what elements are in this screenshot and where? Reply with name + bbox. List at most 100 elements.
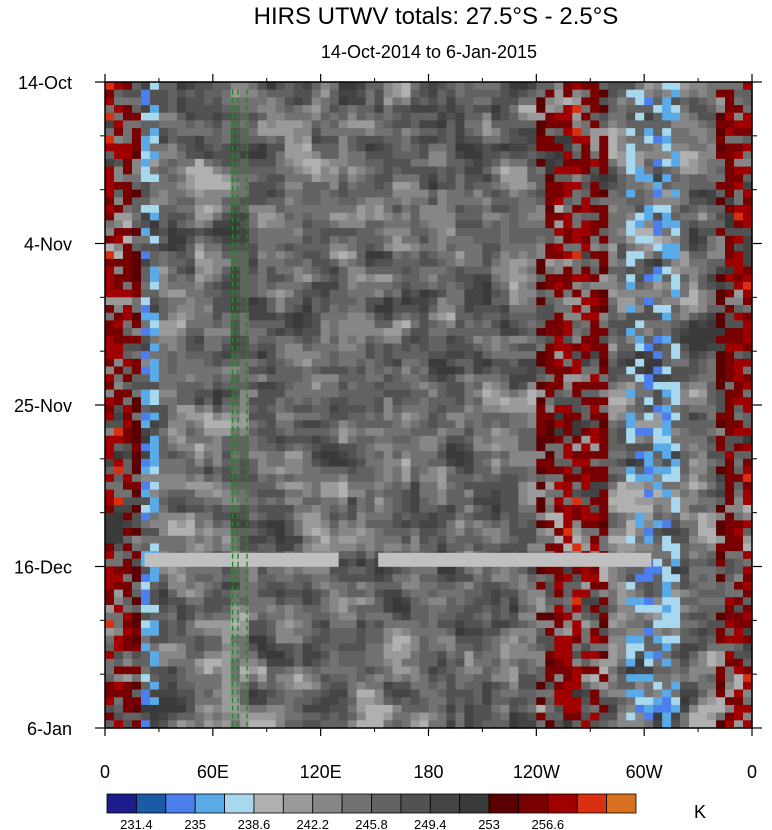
- field-cell: [365, 320, 376, 329]
- field-cell: [626, 158, 636, 168]
- field-cell: [374, 512, 385, 521]
- field-cell: [653, 166, 663, 175]
- field-cell: [608, 158, 618, 168]
- field-cell: [239, 381, 250, 391]
- field-cell: [203, 143, 214, 152]
- field-cell: [491, 82, 501, 91]
- field-cell: [383, 220, 394, 229]
- field-cell: [230, 405, 241, 414]
- field-cell: [446, 143, 457, 152]
- field-cell: [608, 243, 618, 252]
- field-cell: [302, 251, 313, 260]
- field-cell: [140, 405, 151, 414]
- field-cell: [527, 435, 537, 445]
- field-cell: [383, 351, 394, 360]
- field-cell: [527, 135, 537, 145]
- field-cell: [437, 420, 448, 429]
- field-cell: [653, 174, 663, 183]
- field-cell: [554, 405, 564, 414]
- field-cell: [734, 181, 744, 191]
- field-cell: [536, 97, 546, 106]
- field-cell: [131, 474, 142, 483]
- field-cell: [536, 258, 546, 268]
- field-cell: [149, 151, 160, 160]
- field-cell: [671, 389, 681, 398]
- field-cell: [194, 481, 205, 491]
- field-cell: [536, 381, 546, 391]
- field-cell: [266, 320, 277, 329]
- field-cell: [392, 212, 403, 222]
- field-cell: [239, 289, 250, 298]
- field-cell: [464, 181, 475, 191]
- field-cell: [320, 497, 331, 506]
- field-cell: [500, 358, 510, 368]
- field-cell: [644, 97, 654, 106]
- field-cell: [437, 274, 448, 283]
- field-cell: [446, 235, 457, 245]
- field-cell: [311, 466, 322, 475]
- field-cell: [365, 205, 376, 214]
- field-cell: [419, 328, 430, 337]
- field-cell: [105, 512, 115, 521]
- field-cell: [725, 343, 735, 352]
- field-cell: [734, 120, 744, 129]
- field-cell: [284, 612, 295, 621]
- field-cell: [626, 305, 636, 314]
- field-cell: [725, 474, 735, 483]
- field-cell: [473, 320, 484, 329]
- field-cell: [581, 220, 591, 229]
- field-cell: [230, 220, 241, 229]
- field-cell: [707, 112, 717, 122]
- field-cell: [320, 97, 331, 106]
- field-cell: [518, 466, 528, 475]
- field-cell: [617, 228, 627, 237]
- field-cell: [527, 328, 537, 337]
- field-cell: [581, 243, 591, 252]
- field-cell: [671, 420, 681, 429]
- field-cell: [176, 320, 187, 329]
- field-cell: [590, 466, 600, 475]
- field-cell: [743, 235, 753, 245]
- field-cell: [545, 82, 555, 91]
- field-cell: [446, 351, 457, 360]
- field-cell: [455, 466, 466, 475]
- field-cell: [545, 105, 555, 114]
- field-cell: [707, 389, 717, 398]
- field-cell: [482, 451, 493, 460]
- field-cell: [284, 512, 295, 521]
- field-cell: [113, 220, 124, 229]
- field-cell: [392, 543, 403, 552]
- field-cell: [734, 166, 744, 175]
- field-cell: [437, 212, 448, 222]
- field-cell: [158, 228, 169, 237]
- field-cell: [446, 589, 457, 598]
- field-cell: [356, 289, 367, 298]
- field-cell: [653, 243, 663, 252]
- field-cell: [743, 143, 753, 152]
- field-cell: [302, 574, 313, 583]
- field-cell: [275, 212, 286, 222]
- field-cell: [671, 82, 681, 91]
- field-cell: [320, 274, 331, 283]
- field-cell: [338, 558, 349, 568]
- field-cell: [302, 389, 313, 398]
- field-cell: [131, 451, 142, 460]
- field-cell: [446, 535, 457, 545]
- field-cell: [653, 205, 663, 214]
- field-cell: [401, 451, 412, 460]
- field-cell: [653, 551, 663, 560]
- field-cell: [662, 235, 672, 245]
- field-cell: [545, 205, 555, 214]
- field-cell: [347, 320, 358, 329]
- field-cell: [509, 458, 519, 468]
- field-cell: [284, 535, 295, 545]
- field-cell: [203, 405, 214, 414]
- field-cell: [239, 174, 250, 183]
- field-cell: [500, 105, 510, 114]
- field-cell: [635, 266, 645, 275]
- field-cell: [662, 381, 672, 391]
- field-cell: [410, 228, 421, 237]
- field-cell: [455, 543, 466, 552]
- field-cell: [185, 189, 196, 198]
- field-cell: [608, 197, 618, 206]
